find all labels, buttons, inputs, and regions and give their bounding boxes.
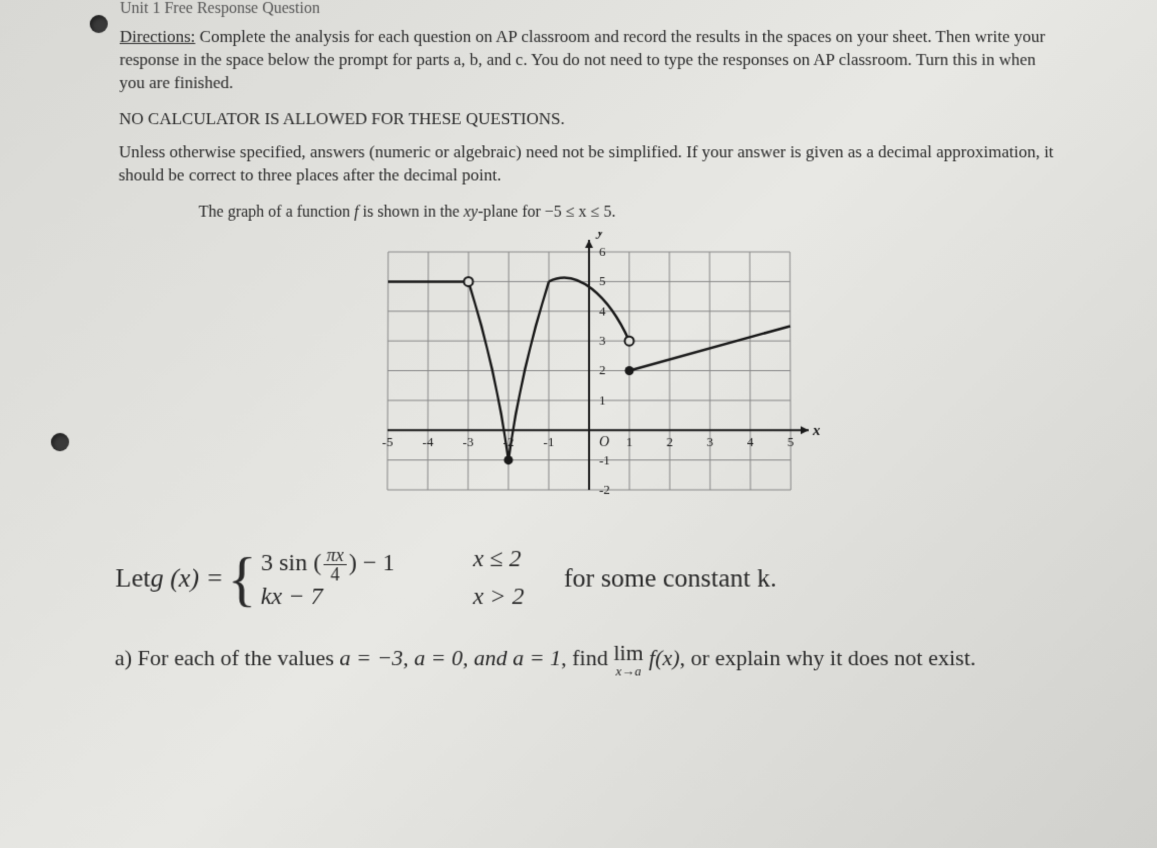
content-area: Unit 1 Free Response Question Directions…: [0, 0, 1157, 677]
graph-intro-xy: xy: [464, 203, 478, 220]
qa-fx: f(x): [643, 644, 679, 670]
svg-text:4: 4: [747, 434, 754, 449]
svg-text:O: O: [599, 435, 609, 450]
row1-frac-bot: 4: [330, 565, 339, 583]
no-calculator-notice: NO CALCULATOR IS ALLOWED FOR THESE QUEST…: [119, 109, 1058, 129]
qa-lim-sub: x→a: [616, 664, 642, 677]
graph-intro-mid: is shown in the: [359, 203, 464, 220]
qa-post: , or explain why it does not exist.: [680, 644, 976, 670]
piecewise-definition: Let g (x) = { 3 sin (πx4) − 1 x ≤ 2 kx −…: [115, 546, 1062, 611]
qa-lim: lim: [614, 641, 644, 663]
svg-text:-1: -1: [543, 434, 554, 449]
worksheet-page: Unit 1 Free Response Question Directions…: [0, 0, 1157, 848]
row1-condition: x ≤ 2: [473, 546, 564, 584]
row1-pre: 3 sin (: [261, 550, 322, 576]
row2-condition: x > 2: [473, 583, 564, 611]
row1-frac-top: πx: [323, 546, 346, 565]
svg-text:5: 5: [599, 273, 606, 288]
svg-text:5: 5: [787, 434, 794, 449]
graph-container: -5-4-3-2-112345-2-1123456Oyx: [116, 231, 1061, 514]
row1-post: ) − 1: [349, 550, 395, 576]
unit-title: Unit 1 Free Response Question: [120, 0, 1057, 18]
qa-label: a): [115, 644, 138, 670]
graph-intro-pre: The graph of a function: [199, 203, 355, 220]
svg-text:-3: -3: [462, 434, 473, 449]
qa-limit-notation: limx→a: [614, 641, 644, 677]
svg-text:2: 2: [666, 434, 673, 449]
punch-hole: [51, 433, 69, 451]
qa-pre: For each of the values: [137, 644, 339, 670]
question-a: a) For each of the values a = −3, a = 0,…: [115, 641, 1063, 677]
qa-vals: a = −3, a = 0, and a = 1: [340, 644, 561, 670]
svg-text:y: y: [595, 231, 604, 239]
row2-expression: kx − 7: [261, 583, 473, 611]
directions-block: Directions: Complete the analysis for ea…: [119, 26, 1058, 95]
graph-intro-post: -plane for −5 ≤ x ≤ 5.: [478, 203, 616, 220]
punch-hole: [90, 15, 108, 33]
svg-text:4: 4: [599, 303, 606, 318]
piecewise-tail: for some constant k.: [564, 563, 777, 594]
svg-text:-4: -4: [422, 434, 433, 449]
svg-text:x: x: [811, 423, 820, 439]
row1-expression: 3 sin (πx4) − 1: [261, 546, 473, 584]
piecewise-row-1: 3 sin (πx4) − 1 x ≤ 2: [261, 546, 564, 584]
svg-text:1: 1: [599, 392, 606, 407]
svg-text:-2: -2: [599, 481, 610, 496]
svg-text:-1: -1: [599, 452, 610, 467]
qa-mid: , find: [561, 644, 614, 670]
piecewise-rows: 3 sin (πx4) − 1 x ≤ 2 kx − 7 x > 2: [261, 546, 564, 611]
svg-text:-5: -5: [382, 434, 393, 449]
svg-text:2: 2: [599, 362, 606, 377]
directions-label: Directions:: [120, 27, 196, 46]
directions-text: Complete the analysis for each question …: [119, 27, 1045, 92]
svg-text:6: 6: [599, 244, 606, 259]
piecewise-brace: {: [227, 557, 256, 600]
svg-text:3: 3: [599, 333, 606, 348]
row1-fraction: πx4: [323, 546, 346, 584]
decimal-instructions: Unless otherwise specified, answers (num…: [119, 141, 1059, 187]
gx-label: g (x) =: [150, 563, 223, 594]
function-graph: -5-4-3-2-112345-2-1123456Oyx: [357, 231, 821, 514]
graph-intro: The graph of a function f is shown in th…: [118, 203, 1059, 221]
svg-text:1: 1: [626, 434, 633, 449]
piecewise-row-2: kx − 7 x > 2: [261, 583, 564, 611]
let-label: Let: [115, 563, 150, 594]
svg-text:3: 3: [706, 434, 713, 449]
